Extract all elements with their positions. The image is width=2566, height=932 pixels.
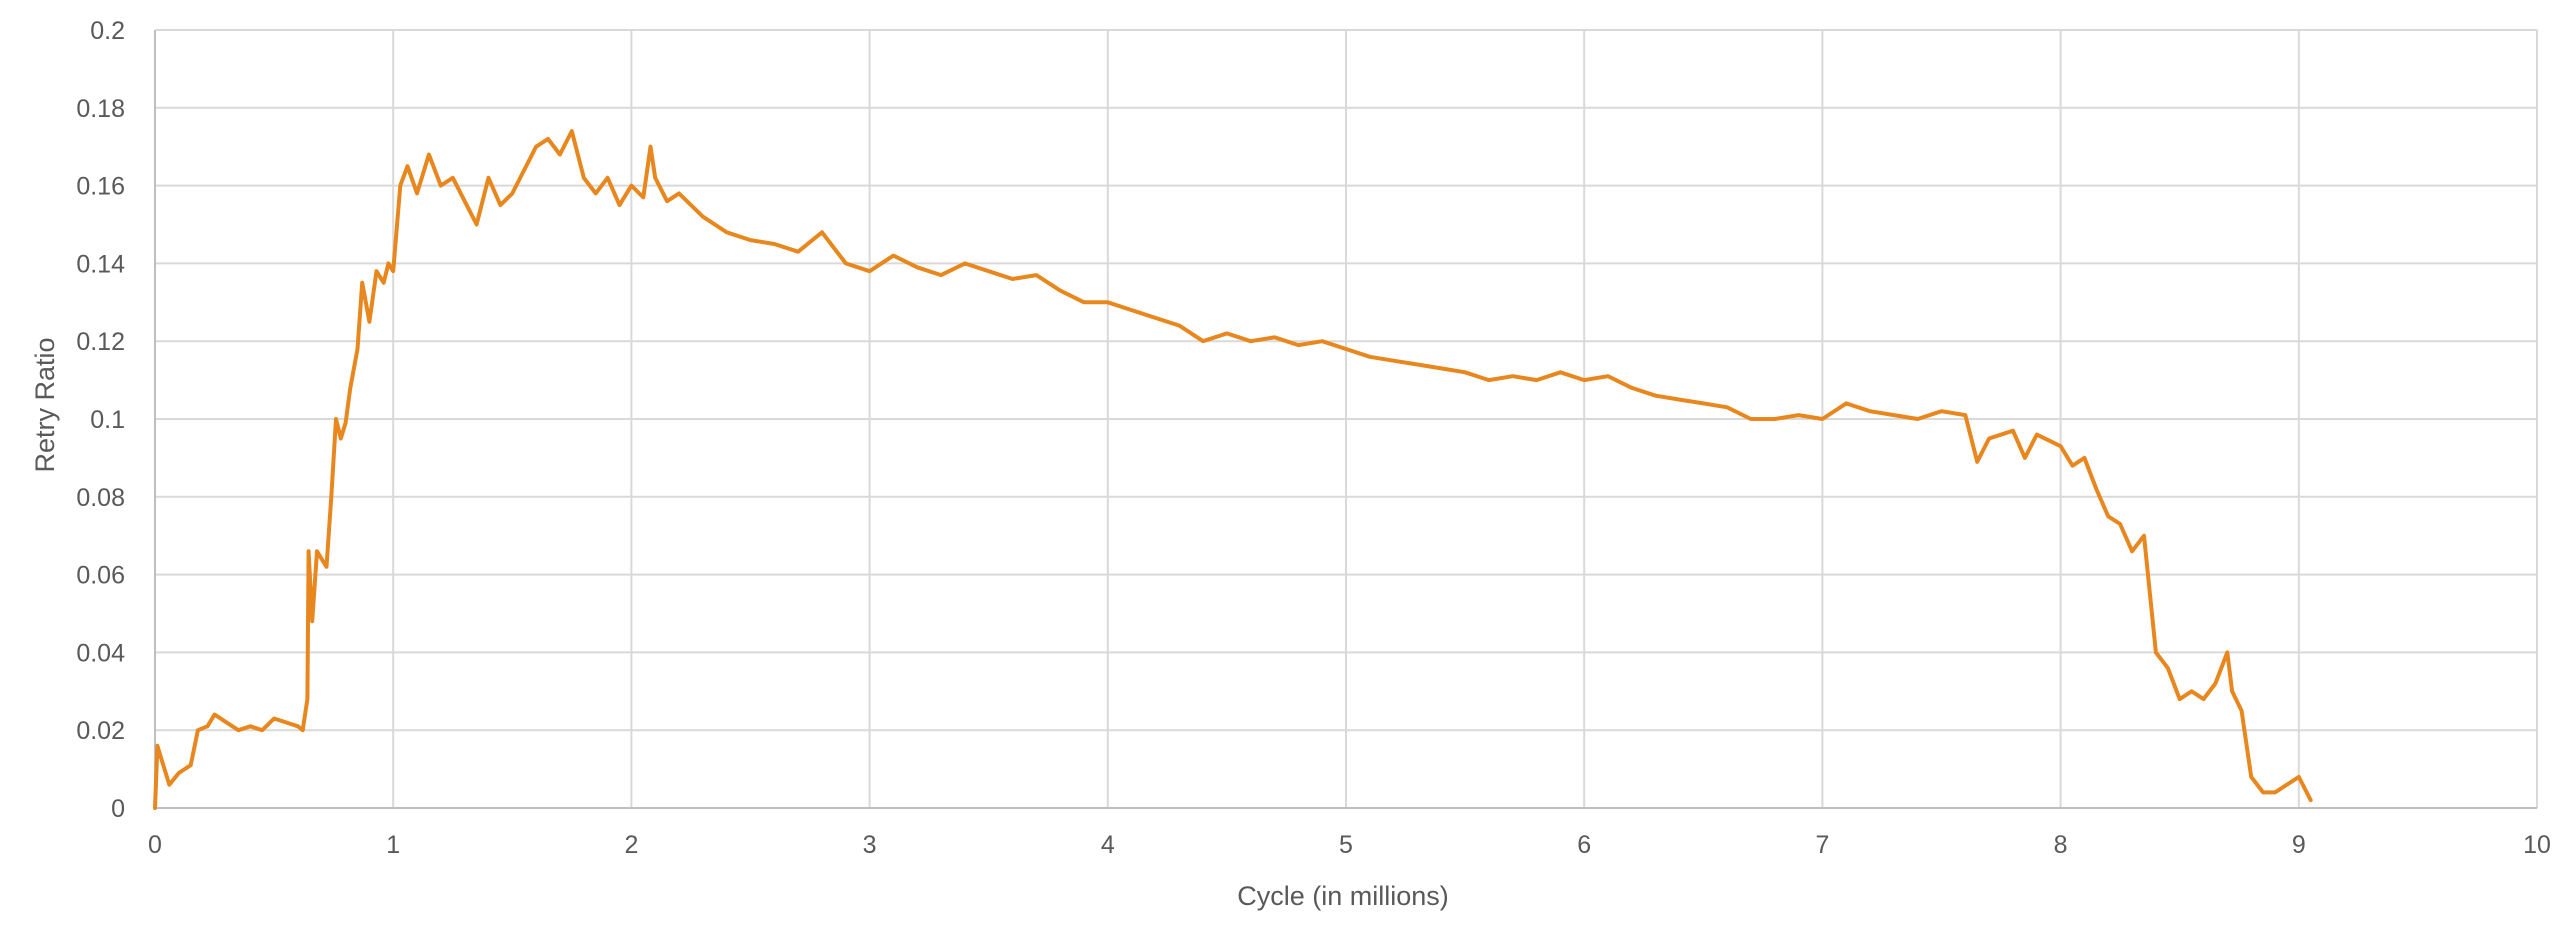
tick-labels: 0 0.02 0.04 0.06 0.08 0.1 0.12 0.14 0.16 0.18 0.2 0… bbox=[76, 17, 2551, 859]
x-tick-label: 2 bbox=[624, 831, 638, 859]
gridlines bbox=[155, 29, 2538, 808]
x-tick-label: 9 bbox=[2292, 831, 2306, 859]
y-tick-label: 0.1 bbox=[90, 406, 125, 434]
y-tick-label: 0.04 bbox=[76, 639, 125, 667]
y-tick-label: 0.16 bbox=[76, 173, 125, 201]
x-tick-label: 1 bbox=[386, 831, 400, 859]
y-tick-label: 0.12 bbox=[76, 328, 125, 356]
x-tick-label: 10 bbox=[2523, 831, 2551, 859]
x-tick-label: 0 bbox=[148, 831, 162, 859]
x-tick-label: 7 bbox=[1815, 831, 1829, 859]
x-tick-label: 8 bbox=[2054, 831, 2068, 859]
y-tick-label: 0.14 bbox=[76, 250, 125, 278]
y-tick-label: 0.02 bbox=[76, 717, 125, 745]
x-tick-label: 6 bbox=[1577, 831, 1591, 859]
x-axis-title: Cycle (in millions) bbox=[1237, 881, 1449, 911]
series bbox=[153, 129, 2313, 810]
y-tick-label: 0.06 bbox=[76, 562, 125, 590]
axes bbox=[154, 30, 2537, 809]
y-tick-label: 0.18 bbox=[76, 95, 125, 123]
y-tick-label: 0.08 bbox=[76, 484, 125, 512]
x-tick-label: 3 bbox=[863, 831, 877, 859]
y-axis-title: Retry Ratio bbox=[30, 337, 60, 472]
series-line bbox=[153, 129, 2313, 810]
y-tick-label: 0 bbox=[111, 795, 125, 823]
x-tick-label: 5 bbox=[1339, 831, 1353, 859]
x-tick-label: 4 bbox=[1101, 831, 1115, 859]
y-tick-label: 0.2 bbox=[90, 17, 125, 45]
